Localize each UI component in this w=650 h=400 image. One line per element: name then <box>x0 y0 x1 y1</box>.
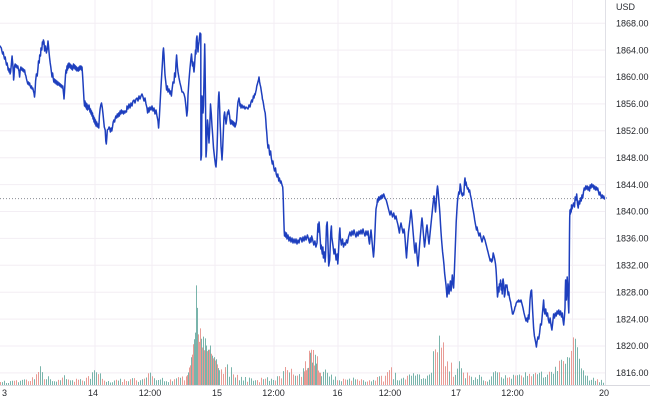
svg-text:17: 17 <box>451 388 461 398</box>
svg-text:14: 14 <box>88 388 98 398</box>
svg-text:15: 15 <box>212 388 222 398</box>
svg-text:1832.00: 1832.00 <box>616 261 649 271</box>
svg-text:1820.00: 1820.00 <box>616 341 649 351</box>
svg-text:1848.00: 1848.00 <box>616 153 649 163</box>
svg-text:12:00: 12:00 <box>139 388 162 398</box>
svg-text:1824.00: 1824.00 <box>616 314 649 324</box>
svg-text:1864.00: 1864.00 <box>616 45 649 55</box>
svg-text:12:00: 12:00 <box>262 388 285 398</box>
svg-text:1840.00: 1840.00 <box>616 207 649 217</box>
svg-text:12:00: 12:00 <box>379 388 402 398</box>
svg-text:1860.00: 1860.00 <box>616 72 649 82</box>
svg-text:12:00: 12:00 <box>501 388 524 398</box>
svg-text:16: 16 <box>332 388 342 398</box>
svg-text:USD: USD <box>616 2 636 12</box>
svg-text:1816.00: 1816.00 <box>616 368 649 378</box>
svg-text:20: 20 <box>599 388 609 398</box>
svg-text:1852.00: 1852.00 <box>616 126 649 136</box>
svg-text:1836.00: 1836.00 <box>616 234 649 244</box>
svg-text:1828.00: 1828.00 <box>616 287 649 297</box>
svg-text:1868.00: 1868.00 <box>616 18 649 28</box>
svg-text:1844.00: 1844.00 <box>616 180 649 190</box>
svg-text:1856.00: 1856.00 <box>616 99 649 109</box>
svg-text:3: 3 <box>2 388 7 398</box>
